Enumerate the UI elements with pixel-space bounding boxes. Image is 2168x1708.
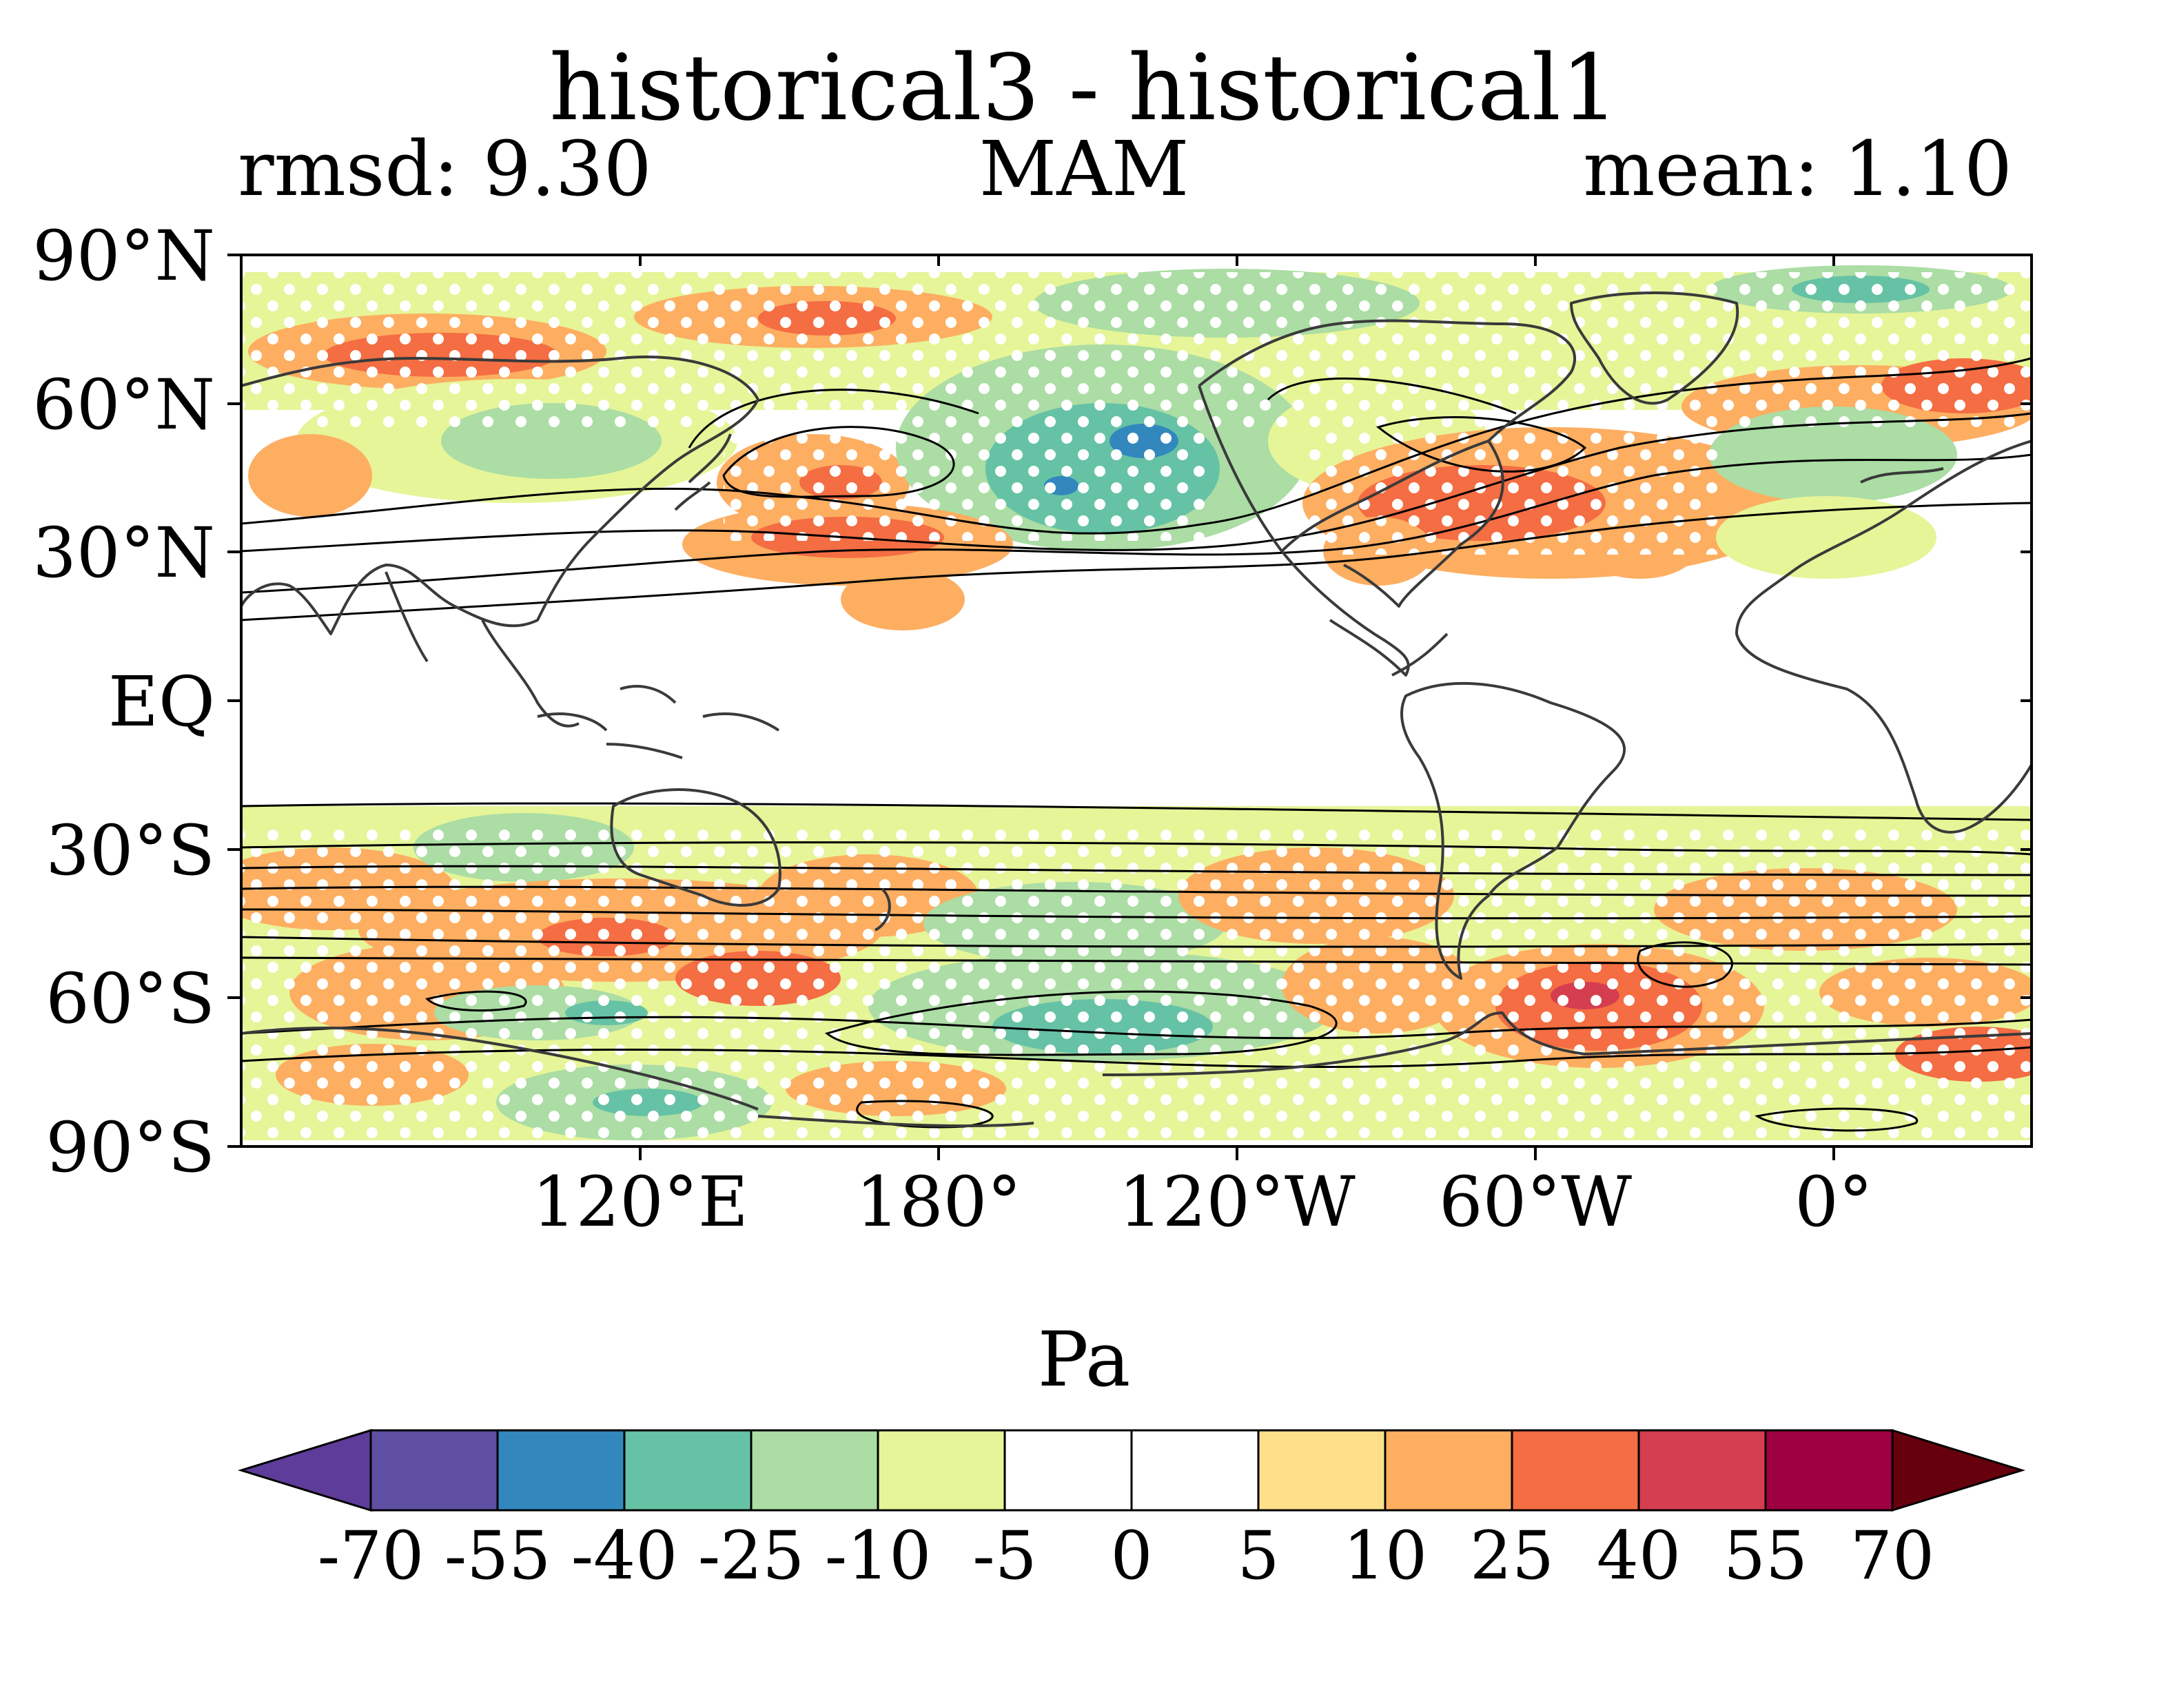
colorbar-tick-label: -40	[571, 1517, 678, 1594]
colorbar-tick-label: 55	[1723, 1517, 1808, 1594]
significance-stippling	[241, 272, 2032, 1140]
colorbar-segment	[877, 1429, 1006, 1512]
colorbar-segment	[1003, 1429, 1133, 1512]
colorbar-tick-label: 70	[1850, 1517, 1935, 1594]
lon-label-180: 180°	[855, 1162, 1022, 1242]
colorbar-tick-label: -25	[697, 1517, 805, 1594]
colorbar-tick-label: 40	[1596, 1517, 1681, 1594]
colorbar-over-triangle	[1891, 1428, 2026, 1512]
season-label: MAM	[979, 125, 1189, 213]
colorbar-segment	[1764, 1429, 1894, 1512]
colorbar-tick-label: -55	[444, 1517, 551, 1594]
lon-label-60w: 60°W	[1438, 1162, 1633, 1242]
colorbar-segment	[750, 1429, 879, 1512]
map-area	[241, 255, 2032, 1146]
colorbar-tick-label: 25	[1469, 1517, 1555, 1594]
lat-label-60s: 60°S	[45, 958, 215, 1039]
colorbar-tick-label: -10	[824, 1517, 932, 1594]
lon-label-120w: 120°W	[1118, 1162, 1356, 1242]
colorbar-segment	[1130, 1429, 1260, 1512]
lon-label-120e: 120°E	[532, 1162, 748, 1242]
colorbar-tick-label: 10	[1342, 1517, 1428, 1594]
colorbar-segment	[496, 1429, 626, 1512]
colorbar	[237, 1428, 2026, 1512]
colorbar-segment	[623, 1429, 753, 1512]
colorbar-tick-label: -70	[317, 1517, 425, 1594]
lat-label-30n: 30°N	[32, 513, 215, 593]
plot-title: historical3 - historical1	[549, 35, 1619, 141]
rmsd-label: rmsd: 9.30	[238, 125, 652, 213]
colorbar-tick-label: -5	[972, 1517, 1037, 1594]
colorbar-segment	[1637, 1429, 1767, 1512]
lon-label-0: 0°	[1794, 1162, 1873, 1242]
colorbar-segment	[1511, 1429, 1640, 1512]
lat-label-90n: 90°N	[32, 216, 215, 296]
axis-ticks	[227, 254, 2032, 1160]
lat-label-90s: 90°S	[45, 1107, 215, 1188]
coastlines	[241, 291, 2032, 1128]
colorbar-segment	[1257, 1429, 1387, 1512]
colorbar-tick-label: 0	[1110, 1517, 1153, 1594]
lat-label-60n: 60°N	[32, 364, 215, 445]
lat-label-eq: EQ	[108, 661, 215, 742]
colorbar-tick-label: 5	[1237, 1517, 1280, 1594]
colorbar-units: Pa	[1037, 1315, 1131, 1403]
colorbar-under-triangle	[237, 1428, 372, 1512]
colorbar-segment	[1384, 1429, 1513, 1512]
lat-label-30s: 30°S	[45, 810, 215, 891]
colorbar-segment	[369, 1429, 499, 1512]
mean-label: mean: 1.10	[1583, 125, 2012, 213]
